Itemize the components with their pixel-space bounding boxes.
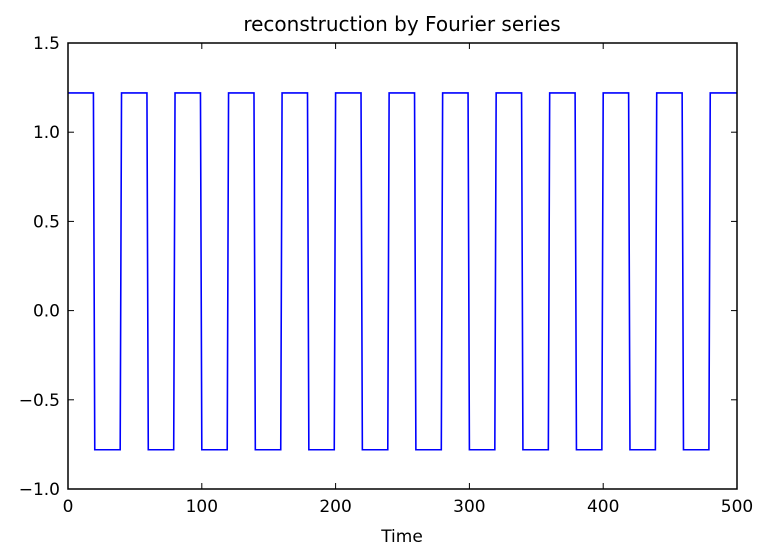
x-tick-label: 500 <box>721 497 753 517</box>
y-tick-label: 0.0 <box>33 302 60 322</box>
x-tick-label: 400 <box>587 497 619 517</box>
y-tick-label: 0.5 <box>33 212 60 232</box>
y-tick-label: 1.5 <box>33 34 60 54</box>
tick-layer: 0 100 200 300 400 500 −1.0 −0.5 0.0 0.5 1.0 1.5 <box>19 34 754 517</box>
series-line-0 <box>68 92 737 451</box>
chart-title: reconstruction by Fourier series <box>243 12 560 36</box>
x-tick-label: 0 <box>63 497 74 517</box>
y-tick-label: −0.5 <box>19 391 60 411</box>
plot-frame <box>67 42 738 490</box>
x-tick-label: 300 <box>453 497 485 517</box>
x-tick-label: 200 <box>319 497 351 517</box>
y-tick-label: 1.0 <box>33 123 60 143</box>
y-tick-label: −1.0 <box>19 480 60 500</box>
x-tick-label: 100 <box>186 497 218 517</box>
x-axis-label: Time <box>380 527 423 547</box>
series-layer <box>68 92 737 451</box>
